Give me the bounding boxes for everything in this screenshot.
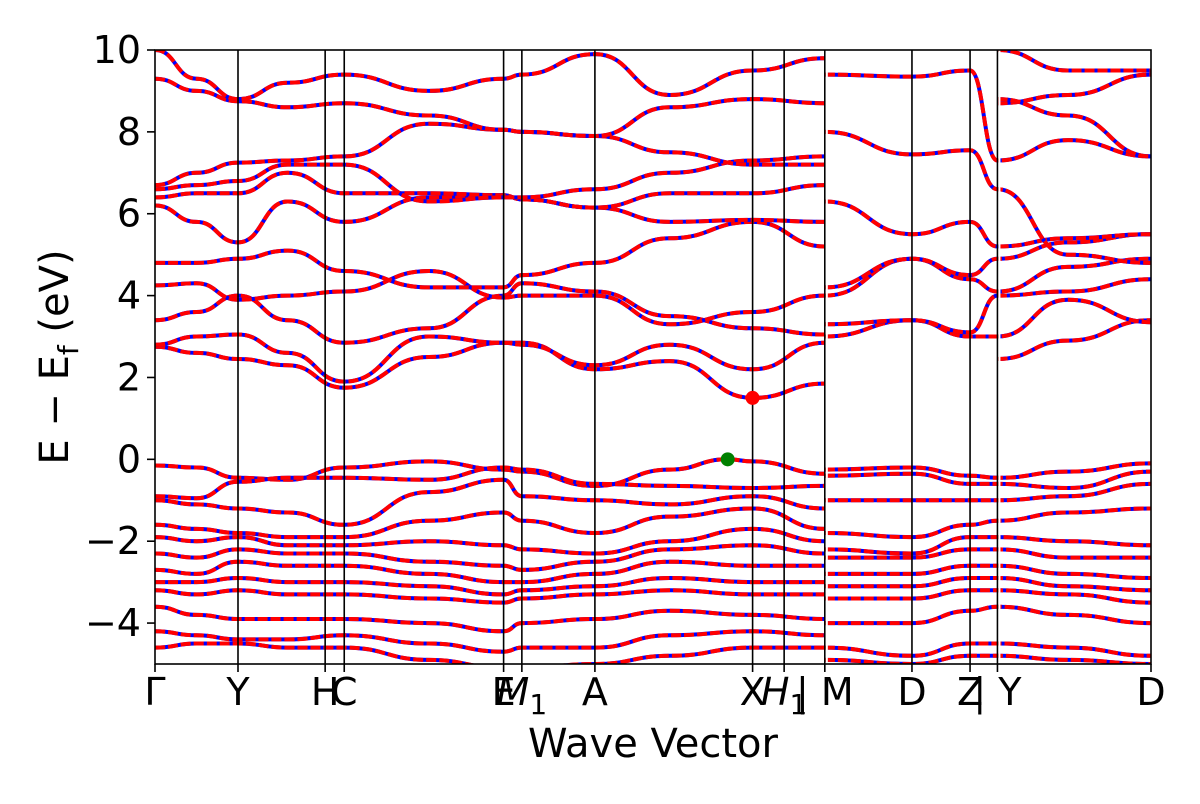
band-line xyxy=(824,461,1151,480)
band-line xyxy=(824,481,1151,503)
y-tick-label: −2 xyxy=(85,519,141,563)
x-tick-label: M1 xyxy=(497,670,548,721)
band-line xyxy=(824,535,1151,556)
y-tick-label: 6 xyxy=(117,192,141,236)
x-tick-label: C xyxy=(331,670,358,714)
x-tick-label: | Y xyxy=(973,670,1022,715)
vbm-marker xyxy=(720,452,735,467)
band-line xyxy=(824,641,1151,658)
band-line xyxy=(155,281,825,345)
y-tick-label: 4 xyxy=(117,274,141,318)
y-tick-label: 10 xyxy=(93,28,141,72)
band-line xyxy=(824,199,1151,249)
band-line xyxy=(997,318,1151,361)
band-line xyxy=(824,129,1151,265)
band-line xyxy=(824,277,1151,335)
x-tick-label: H1 xyxy=(761,670,807,721)
x-tick-label: E xyxy=(492,670,516,714)
segment-gap xyxy=(825,50,828,664)
x-tick-label: Y xyxy=(225,670,250,714)
y-axis-title: E − Ef (eV) xyxy=(32,249,85,464)
x-tick-label: | M xyxy=(796,670,854,715)
y-tick-label: 0 xyxy=(117,437,141,481)
band-line xyxy=(997,72,1151,106)
x-tick-label: D xyxy=(897,670,926,714)
band-line xyxy=(824,547,1151,560)
x-tick-label: H xyxy=(311,670,340,714)
segment-gap xyxy=(998,50,1001,664)
band-line xyxy=(824,506,1151,540)
x-axis-title: Wave Vector xyxy=(528,721,779,767)
plot-frame xyxy=(154,49,1152,665)
band-line xyxy=(997,50,1151,73)
extrema-markers xyxy=(720,390,760,467)
y-tick-label: −4 xyxy=(85,601,141,645)
y-axis: −4 −2 0 2 4 6 8 10 xyxy=(85,28,155,645)
y-tick-label: 2 xyxy=(117,355,141,399)
x-tick-label: D xyxy=(1136,670,1165,714)
band-line xyxy=(824,588,1151,605)
x-tick-label: Z xyxy=(957,670,983,714)
band-line xyxy=(824,604,1151,626)
band-line xyxy=(824,68,1151,163)
band-line xyxy=(824,576,1151,593)
band-line xyxy=(997,97,1151,159)
band-line xyxy=(824,232,1151,290)
kpath-lines xyxy=(237,50,1001,664)
band-line xyxy=(824,563,1151,580)
x-tick-label: Γ xyxy=(144,670,165,714)
y-tick-label: 8 xyxy=(117,110,141,154)
x-tick-label: A xyxy=(582,670,608,714)
band-line xyxy=(155,332,825,384)
x-tick-label: X xyxy=(740,670,766,714)
band-line xyxy=(824,469,1151,491)
cbm-marker xyxy=(745,390,760,405)
